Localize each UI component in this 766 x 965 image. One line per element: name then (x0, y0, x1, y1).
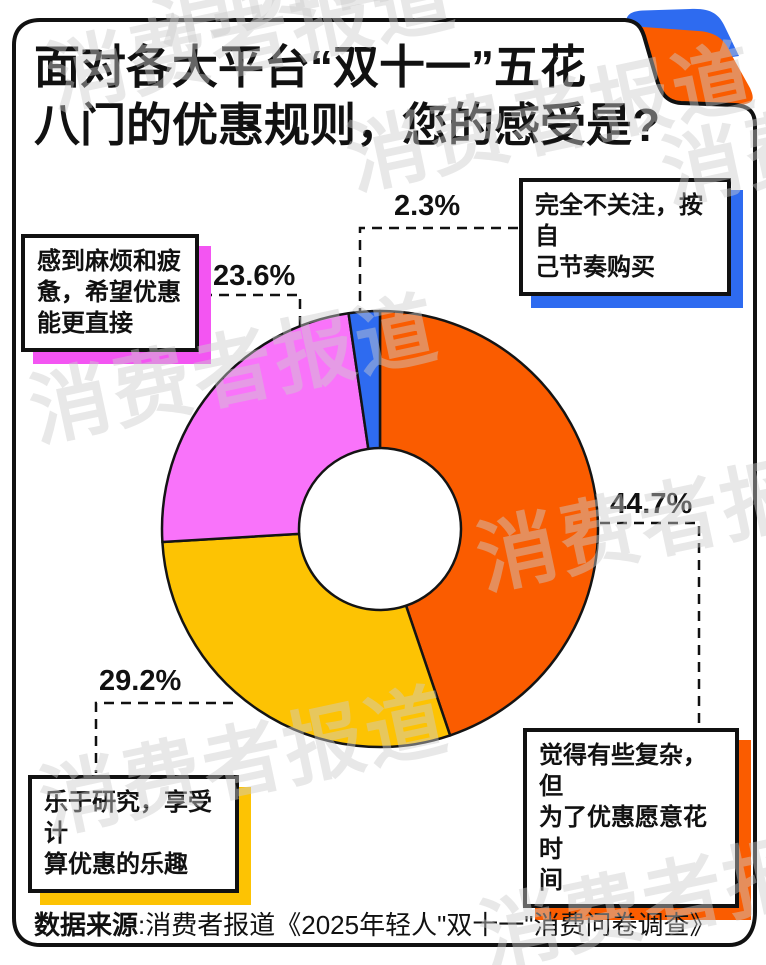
title-line-1: 面对各大平台“双十一”五花 (34, 41, 586, 93)
data-source-text: :消费者报道《2025年轻人"双十一"消费问卷调查》 (138, 910, 716, 940)
connector-orange-slice (600, 521, 701, 726)
title-line-2: 八门的优惠规则，您的感受是? (34, 99, 661, 152)
data-source-line: 数据来源:消费者报道《2025年轻人"双十一"消费问卷调查》 (34, 905, 716, 942)
pct-label-pink: 23.6% (213, 260, 296, 292)
callout-box-pink: 感到麻烦和疲 惫，希望优惠 能更直接 (21, 234, 199, 352)
pie-slice-1 (161, 532, 452, 749)
connector-pink-slice (202, 293, 302, 331)
data-source-label: 数据来源 (34, 910, 139, 940)
pie-slice-3 (347, 309, 382, 451)
connector-yellow-slice (94, 701, 233, 773)
callout-box-blue: 完全不关注，按自 己节奏购买 (519, 178, 731, 296)
pct-label-blue: 2.3% (394, 190, 461, 222)
callout-box-orange: 觉得有些复杂，但 为了优惠愿意花时 间 (523, 728, 739, 908)
callout-box-yellow: 乐于研究，享受计 算优惠的乐趣 (28, 775, 239, 893)
pct-label-yellow: 29.2% (99, 665, 182, 697)
connector-blue-slice (358, 226, 518, 316)
donut-chart (160, 309, 600, 749)
pct-label-orange: 44.7% (610, 488, 693, 520)
page-title: 面对各大平台“双十一”五花 八门的优惠规则，您的感受是? (34, 38, 660, 155)
pie-slice-0 (378, 309, 600, 737)
